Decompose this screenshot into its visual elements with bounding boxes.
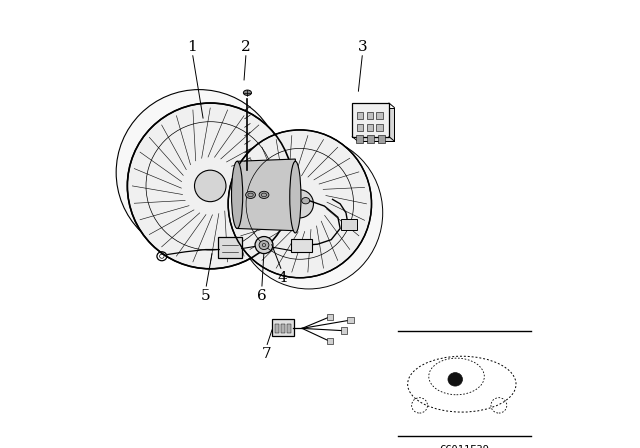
Bar xyxy=(287,324,291,333)
Bar xyxy=(367,124,373,131)
FancyBboxPatch shape xyxy=(340,219,356,230)
Text: 7: 7 xyxy=(261,347,271,361)
Bar xyxy=(367,112,373,119)
FancyBboxPatch shape xyxy=(327,338,333,344)
Text: 3: 3 xyxy=(358,40,367,54)
Ellipse shape xyxy=(448,373,463,386)
Ellipse shape xyxy=(235,137,383,289)
FancyBboxPatch shape xyxy=(271,319,294,336)
Bar xyxy=(376,112,383,119)
Ellipse shape xyxy=(255,237,273,254)
FancyBboxPatch shape xyxy=(218,237,242,258)
Text: 6: 6 xyxy=(257,289,267,303)
Bar xyxy=(275,324,279,333)
Ellipse shape xyxy=(116,90,282,255)
Text: 4: 4 xyxy=(277,271,287,285)
Bar xyxy=(356,135,362,143)
Polygon shape xyxy=(237,159,296,231)
Text: 2: 2 xyxy=(241,40,251,54)
Ellipse shape xyxy=(290,161,301,233)
Bar xyxy=(356,112,363,119)
Ellipse shape xyxy=(228,130,371,278)
FancyBboxPatch shape xyxy=(327,314,333,320)
Ellipse shape xyxy=(286,190,314,218)
Bar xyxy=(376,124,383,131)
FancyBboxPatch shape xyxy=(340,327,347,334)
Text: CC011E39: CC011E39 xyxy=(440,445,490,448)
Bar xyxy=(356,124,363,131)
Ellipse shape xyxy=(127,103,293,269)
FancyBboxPatch shape xyxy=(348,317,354,323)
Ellipse shape xyxy=(301,198,310,204)
FancyBboxPatch shape xyxy=(358,108,394,141)
Ellipse shape xyxy=(259,191,269,198)
Ellipse shape xyxy=(259,241,269,250)
Bar xyxy=(281,324,285,333)
FancyBboxPatch shape xyxy=(291,239,312,252)
Ellipse shape xyxy=(243,90,252,95)
Ellipse shape xyxy=(232,161,243,228)
Ellipse shape xyxy=(195,170,226,202)
Text: 1: 1 xyxy=(188,40,197,54)
Text: 5: 5 xyxy=(201,289,211,303)
Bar xyxy=(378,135,385,143)
FancyBboxPatch shape xyxy=(352,103,389,137)
Bar xyxy=(367,135,374,143)
Ellipse shape xyxy=(246,191,255,198)
